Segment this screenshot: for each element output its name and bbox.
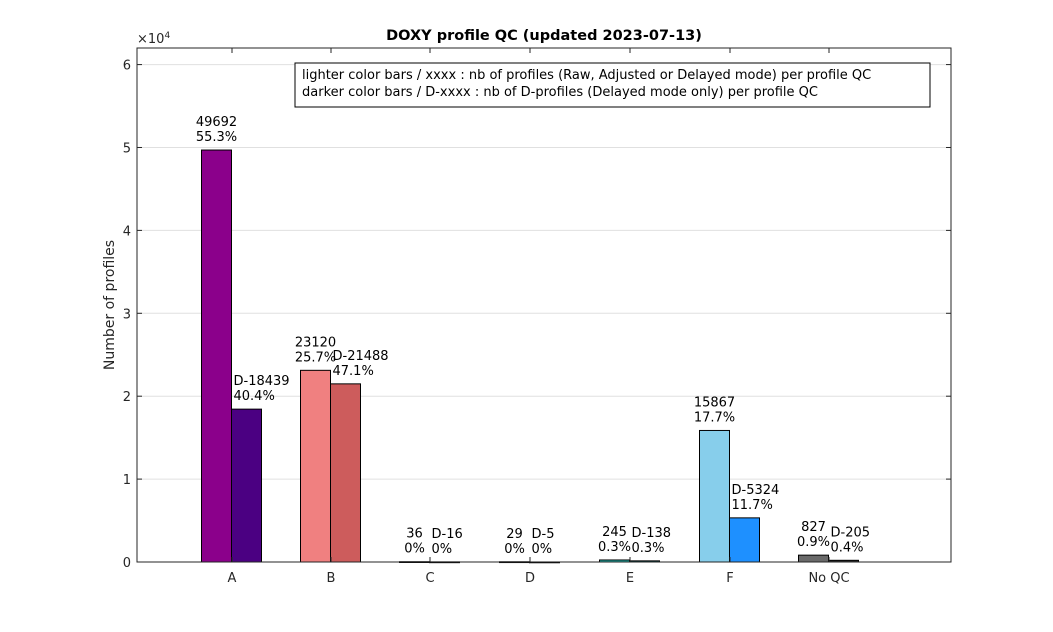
data-label-percent: 17.7% [694, 410, 735, 425]
data-label-delayed-count: D-5324 [732, 483, 780, 498]
bar-delayed-profiles [231, 408, 262, 563]
legend-box [294, 62, 931, 108]
y-tick-label: 1 [123, 473, 131, 488]
data-label-delayed-percent: 0.3% [632, 541, 665, 556]
data-label-delayed-percent: 0.4% [831, 540, 864, 555]
data-label-percent: 0.3% [598, 540, 631, 555]
data-label-delayed-count: D-18439 [234, 374, 290, 389]
bar-all-profiles [699, 429, 730, 563]
x-axis-ticks: A B C D E F No QC [228, 48, 850, 586]
chart-title: DOXY profile QC (updated 2023-07-13) [386, 28, 702, 44]
bar-all-profiles [201, 149, 232, 563]
x-tick-label: B [327, 571, 336, 586]
bar-all-profiles [300, 369, 331, 563]
x-tick-label: C [425, 571, 434, 586]
bar-delayed-profiles [330, 383, 361, 563]
data-label-count: 23120 [295, 335, 336, 350]
data-label-percent: 0% [504, 542, 525, 557]
y-axis-ticks: 0 1 2 3 4 5 6 [123, 59, 951, 571]
y-axis-exponent: ×104 [137, 31, 170, 47]
data-label-count: 15867 [694, 395, 735, 410]
data-label-delayed-percent: 0% [432, 542, 453, 557]
y-tick-label: 3 [123, 307, 131, 322]
legend-line-2: darker color bars / D-xxxx : nb of D-pro… [302, 85, 818, 100]
x-tick-label: D [525, 571, 535, 586]
data-label-count: 49692 [196, 115, 237, 130]
y-tick-label: 5 [123, 141, 131, 156]
data-label-delayed-count: D-16 [432, 527, 463, 542]
y-tick-label: 2 [123, 390, 131, 405]
data-label-percent: 0.9% [797, 535, 830, 550]
data-label-delayed-percent: 40.4% [234, 389, 275, 404]
data-label-count: 29 [506, 527, 523, 542]
data-label-delayed-percent: 0% [532, 542, 553, 557]
data-label-delayed-count: D-138 [632, 526, 672, 541]
data-label-delayed-count: D-5 [532, 527, 555, 542]
x-tick-label: No QC [808, 571, 849, 586]
bars [201, 149, 859, 564]
plot-frame [136, 47, 952, 563]
bar-delayed-profiles [729, 517, 760, 563]
data-label-percent: 25.7% [295, 350, 336, 365]
data-label-count: 36 [406, 527, 423, 542]
data-label-percent: 55.3% [196, 130, 237, 145]
data-label-percent: 0% [404, 542, 425, 557]
bar-all-profiles [798, 554, 829, 563]
data-label-delayed-count: D-21488 [333, 349, 389, 364]
data-label-delayed-count: D-205 [831, 525, 871, 540]
legend: lighter color bars / xxxx : nb of profil… [294, 62, 931, 108]
y-tick-label: 0 [123, 556, 131, 571]
legend-line-1: lighter color bars / xxxx : nb of profil… [302, 68, 871, 83]
x-tick-label: E [626, 571, 634, 586]
y-exponent-base: ×10 [137, 32, 164, 47]
data-label-delayed-percent: 47.1% [333, 364, 374, 379]
data-label-delayed-percent: 11.7% [732, 498, 773, 513]
data-label-count: 827 [801, 520, 826, 535]
y-axis-label: Number of profiles [102, 240, 118, 370]
y-tick-label: 4 [123, 224, 131, 239]
x-tick-label: F [726, 571, 733, 586]
data-label-count: 245 [602, 525, 627, 540]
x-tick-label: A [228, 571, 237, 586]
y-tick-label: 6 [123, 59, 131, 74]
y-exponent-power: 4 [164, 31, 170, 41]
